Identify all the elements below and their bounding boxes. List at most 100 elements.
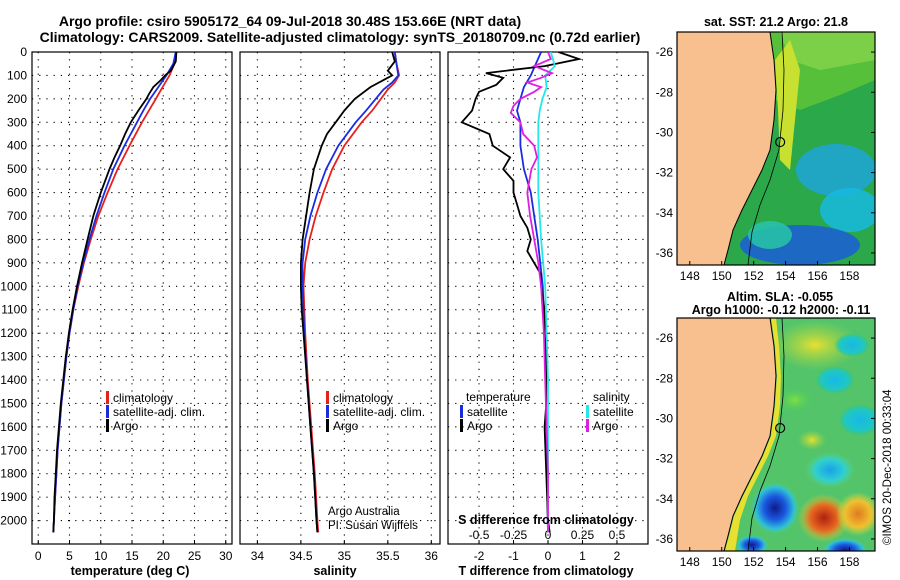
- temperature-legend: climatology satellite-adj. clim. Argo: [106, 391, 205, 433]
- s-tick-label: 0.5: [609, 528, 626, 542]
- map-lon-label: 148: [680, 555, 700, 569]
- s-tick-label: -0.5: [469, 528, 490, 542]
- x-tick-label: 1: [579, 549, 586, 563]
- sst-map-title: sat. SST: 21.2 Argo: 21.8: [704, 15, 848, 29]
- t-difference-tick-labels: -2 -1 0 1 2: [474, 540, 621, 563]
- credit-line1: Argo Australia: [328, 506, 400, 518]
- legend-title-salinity: salinity: [593, 390, 630, 404]
- x-tick-label: 34.5: [289, 549, 313, 563]
- legend-swatch-climatology: [326, 391, 329, 404]
- legend-label-climatology: climatology: [333, 391, 393, 405]
- sst-cool-patch-2: [820, 188, 875, 232]
- legend-label-argo: Argo: [113, 419, 139, 433]
- difference-grid: [448, 52, 648, 544]
- sla-shelf-contour: [747, 318, 785, 551]
- map-lon-label: 158: [839, 555, 859, 569]
- s-difference-tick-labels: -0.5 -0.25 0 0.25 0.5: [469, 528, 626, 542]
- map-lon-label: 150: [712, 269, 732, 283]
- sla-land: [677, 318, 776, 551]
- map-lon-label: 154: [776, 269, 796, 283]
- sst-shelf-contour: [747, 32, 785, 265]
- legend-label-satellite: satellite-adj. clim.: [333, 405, 425, 419]
- map-lon-label: 150: [712, 555, 732, 569]
- sla-low-south: [823, 538, 867, 551]
- temperature-lines: [52, 52, 178, 533]
- map-lat-label: -34: [656, 492, 674, 506]
- x-tick-label: 5: [66, 549, 73, 563]
- map-lat-label: -36: [656, 532, 674, 546]
- sla-low-3: [838, 404, 875, 436]
- depth-tick-label: 1100: [1, 303, 27, 317]
- temperature-grid: [32, 52, 232, 544]
- x-tick-label: 0: [545, 549, 552, 563]
- sla-anticyclonic-eddy-1: [798, 494, 850, 542]
- map-lat-label: -32: [656, 166, 674, 180]
- s-tick-label: 0.25: [571, 528, 595, 542]
- map-lat-label: -26: [656, 331, 674, 345]
- x-tick-label: 20: [157, 549, 171, 563]
- sla-coastal-band: [725, 318, 781, 551]
- x-tick-label: 35: [338, 549, 352, 563]
- figure-title-line1: Argo profile: csiro 5905172_64 09-Jul-20…: [59, 13, 521, 29]
- map-lon-label: 152: [744, 555, 764, 569]
- difference-lines: [460, 52, 583, 533]
- legend-swatch-argo: [326, 419, 329, 432]
- salinity-panel: 34 34.5 35 35.5 36 salinity climatology sate…: [239, 51, 441, 578]
- temperature-axis-label: temperature (deg C): [71, 564, 190, 578]
- temperature-panel: 0100200300400500600700800900100011001200…: [0, 45, 232, 578]
- depth-tick-label: 600: [7, 186, 27, 200]
- depth-tick-label: 1500: [0, 396, 27, 410]
- sla-low-2: [834, 333, 870, 357]
- map-lon-label: 156: [808, 269, 828, 283]
- depth-tick-label: 1900: [0, 490, 27, 504]
- difference-legend: temperature salinity satellite Argo sate…: [460, 390, 634, 433]
- figure-title-line2: Climatology: CARS2009. Satellite-adjuste…: [40, 29, 641, 45]
- legend-swatch-s-satellite: [586, 405, 589, 418]
- t-difference-axis-label: T difference from climatology: [458, 564, 633, 578]
- map-lat-label: -28: [656, 85, 674, 99]
- map-lat-label: -30: [656, 411, 674, 425]
- x-tick-label: 36: [425, 549, 439, 563]
- sla-map-title-line1: Altim. SLA: -0.055: [727, 290, 833, 304]
- x-tick-label: -2: [474, 549, 485, 563]
- x-tick-label: 30: [219, 549, 233, 563]
- legend-title-temperature: temperature: [466, 390, 531, 404]
- x-tick-label: 35.5: [376, 549, 400, 563]
- depth-tick-label: 1600: [0, 420, 27, 434]
- depth-tick-label: 900: [7, 256, 27, 270]
- s-tick-label: 0: [545, 528, 552, 542]
- depth-tick-label: 100: [7, 68, 27, 82]
- depth-tick-label: 1700: [0, 443, 27, 457]
- temperature-tick-labels: 0 5 10 15 20 25 30: [35, 540, 233, 563]
- sla-low-1: [815, 366, 855, 394]
- depth-tick-labels: 0 100 200 300 400 500 600 700 800 900 1000 1100 1200…: [0, 45, 27, 528]
- depth-tick-label: 1300: [0, 350, 27, 364]
- sla-high-2: [798, 430, 826, 450]
- salinity-line-argo: [299, 52, 396, 533]
- map-lat-label: -32: [656, 452, 674, 466]
- difference-line-s-satellite: [537, 52, 556, 533]
- legend-label-t-argo: Argo: [467, 419, 493, 433]
- sst-map-frame: [676, 31, 876, 266]
- x-tick-label: 15: [125, 549, 139, 563]
- x-tick-label: 0: [35, 549, 42, 563]
- depth-tick-label: 500: [7, 162, 27, 176]
- sla-cyclonic-eddy: [751, 482, 799, 534]
- sla-map-frame: [676, 317, 876, 552]
- depth-tick-label: 1400: [0, 373, 27, 387]
- x-tick-label: 10: [94, 549, 108, 563]
- x-tick-label: 25: [188, 549, 202, 563]
- legend-swatch-s-argo: [586, 419, 589, 432]
- argo-location-marker: [775, 136, 786, 148]
- map-lat-label: -26: [656, 45, 674, 59]
- salinity-tick-labels: 34 34.5 35 35.5 36: [251, 540, 439, 563]
- sla-anticyclonic-eddy-2: [836, 492, 875, 536]
- depth-tick-label: 0: [20, 45, 27, 59]
- difference-line-t-argo: [460, 52, 583, 533]
- legend-swatch-satellite: [106, 405, 109, 418]
- s-difference-axis-label: S difference from climatology: [458, 513, 634, 527]
- salinity-lines: [299, 52, 401, 533]
- map-lat-label: -28: [656, 371, 674, 385]
- sst-map: sat. SST: 21.2 Argo: 21.8 148 150 152 154 15…: [656, 15, 876, 283]
- legend-label-s-satellite: satellite: [593, 405, 634, 419]
